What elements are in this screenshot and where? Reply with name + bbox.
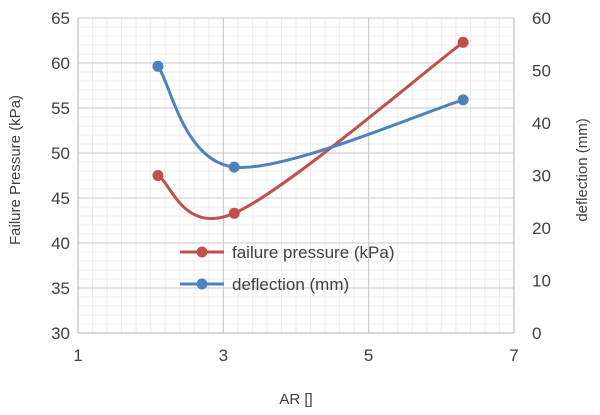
legend-label: deflection (mm) — [232, 275, 349, 294]
y-axis-label: Failure Pressure (kPa) — [7, 95, 24, 245]
grid-lines — [77, 17, 515, 334]
legend-marker — [196, 246, 208, 258]
x-tick-label: 5 — [364, 346, 373, 365]
data-point — [152, 170, 164, 181]
legend-marker — [196, 278, 208, 290]
legend-label: failure pressure (kPa) — [232, 243, 395, 262]
series-layer — [152, 36, 469, 221]
x-tick-label: 1 — [73, 346, 82, 365]
y-tick-label: 55 — [51, 99, 70, 118]
y2-tick-label: 30 — [532, 167, 551, 186]
y-tick-label: 30 — [51, 324, 70, 343]
x-tick-label: 7 — [509, 346, 518, 365]
data-point — [152, 60, 164, 72]
y2-tick-label: 50 — [532, 62, 551, 81]
y2-tick-label: 60 — [532, 9, 551, 28]
y-tick-label: 60 — [51, 54, 70, 73]
y2-tick-label: 0 — [532, 324, 541, 343]
y-tick-label: 40 — [51, 234, 70, 253]
series-line-0 — [156, 40, 465, 221]
y2-tick-label: 20 — [532, 219, 551, 238]
y-tick-label: 50 — [51, 144, 70, 163]
x-axis-label: AR [] — [279, 391, 312, 408]
data-point — [228, 161, 240, 173]
y2-tick-label: 40 — [532, 114, 551, 133]
data-point — [457, 36, 469, 48]
y2-tick-label: 10 — [532, 272, 551, 291]
y-tick-label: 65 — [51, 9, 70, 28]
y-tick-label: 35 — [51, 279, 70, 298]
y-tick-label: 45 — [51, 189, 70, 208]
data-point — [457, 94, 469, 106]
y2-axis-label: deflection (mm) — [574, 118, 591, 221]
legend: failure pressure (kPa) deflection (mm) — [180, 243, 395, 294]
x-tick-label: 3 — [219, 346, 228, 365]
data-point — [228, 207, 240, 219]
